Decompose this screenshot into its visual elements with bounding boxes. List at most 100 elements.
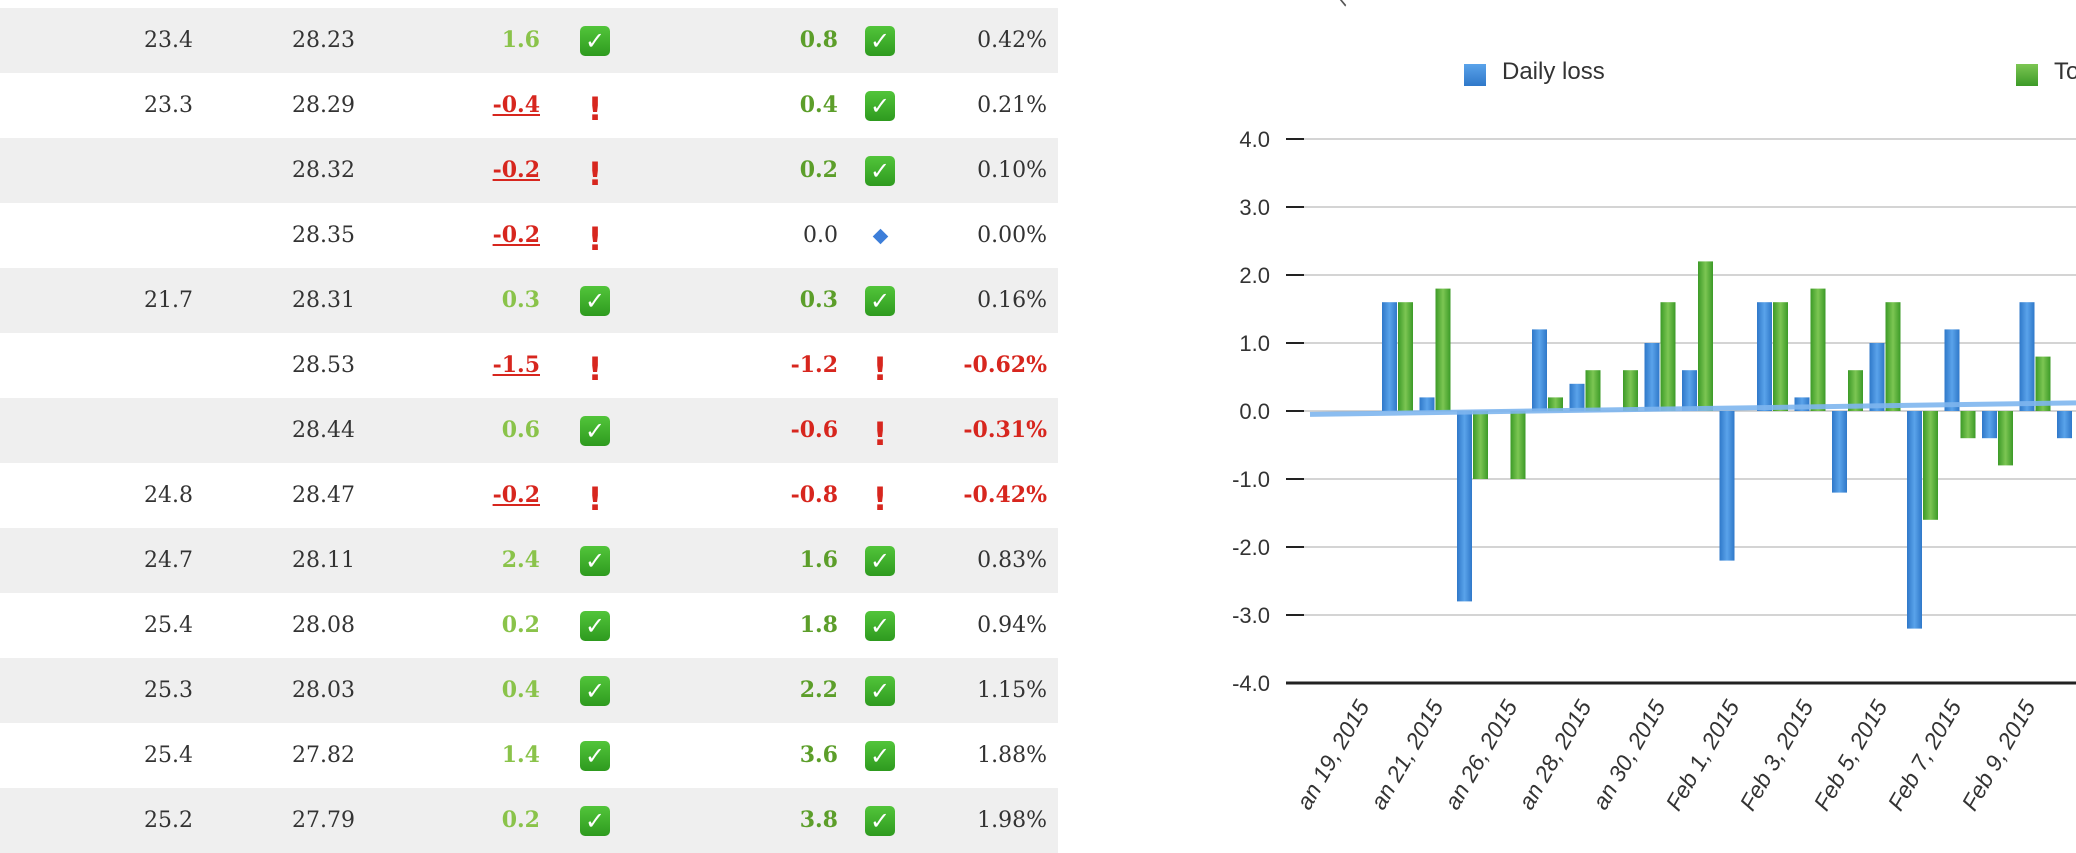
daily-status: !	[575, 333, 615, 398]
legend-swatch-total	[2016, 64, 2038, 86]
x-tick-label: an 30, 2015	[1587, 695, 1670, 813]
y-tick-label: -2.0	[1232, 535, 1270, 560]
trend-cell: 28.44	[292, 418, 355, 443]
total-bar	[1923, 411, 1938, 520]
daily-change-cell: 0.4	[501, 677, 540, 703]
exclamation-icon: !	[872, 415, 888, 453]
daily-loss-bar	[2057, 411, 2072, 439]
percent-cell: -0.62%	[963, 352, 1047, 378]
trend-cell: 27.82	[292, 743, 355, 768]
x-tick-label: Feb 9, 2015	[1956, 695, 2040, 814]
check-icon: ✓	[580, 741, 610, 771]
total-change-cell: -0.8	[790, 482, 838, 508]
daily-status: !	[575, 73, 615, 138]
daily-status: ✓	[575, 658, 615, 723]
weight-cell: 25.4	[144, 613, 193, 638]
table-row: 25.3 28.03 0.4 ✓ 2.2 ✓ 1.15%	[0, 658, 1058, 723]
chart-plot: 4.0 3.0 2.0 1.0 0.0 -1.0 -2.0 -3.0 -4.0 an 19, 20…	[1232, 127, 2076, 814]
x-tick-label: Feb 3, 2015	[1734, 695, 1818, 814]
total-bar	[2035, 356, 2051, 411]
x-tick-label: an 28, 2015	[1513, 695, 1596, 813]
total-status: ✓	[860, 593, 900, 658]
total-change-cell: 0.0	[803, 223, 838, 248]
daily-loss-bar	[1644, 343, 1660, 411]
exclamation-icon: !	[872, 350, 888, 388]
table-row: 25.4 27.82 1.4 ✓ 3.6 ✓ 1.88%	[0, 723, 1058, 788]
x-tick-label: Feb 7, 2015	[1882, 695, 1966, 814]
daily-change-cell: 0.6	[501, 417, 540, 443]
daily-change-cell: -0.2	[492, 482, 540, 508]
total-status: !	[860, 333, 900, 398]
y-tick-label: -3.0	[1232, 603, 1270, 628]
total-change-cell: 3.8	[799, 807, 838, 833]
exclamation-icon: !	[587, 90, 603, 128]
daily-change-cell: -0.2	[492, 222, 540, 248]
daily-change-cell: -0.4	[492, 92, 540, 118]
daily-status: ✓	[575, 268, 615, 333]
weight-cell	[0, 398, 193, 463]
daily-status: !	[575, 138, 615, 203]
daily-loss-bar	[1982, 411, 1997, 439]
check-icon: ✓	[580, 26, 610, 56]
exclamation-icon: !	[587, 155, 603, 193]
total-change-cell: 1.6	[799, 547, 838, 573]
daily-status: !	[575, 463, 615, 528]
percent-cell: 0.00%	[977, 223, 1047, 248]
total-change-cell: -0.6	[790, 417, 838, 443]
check-icon: ✓	[865, 741, 895, 771]
daily-change-cell: 1.4	[501, 742, 540, 768]
weight-cell: 25.4	[144, 743, 193, 768]
check-icon: ✓	[580, 806, 610, 836]
total-bar	[1473, 411, 1488, 479]
daily-loss-bar	[1757, 302, 1772, 411]
total-status: !	[860, 398, 900, 463]
table-row: 28.35 -0.2! 0.0 0.00%	[0, 203, 1058, 268]
total-bar	[1548, 397, 1563, 411]
trend-cell: 28.23	[292, 28, 355, 53]
trend-cell: 28.31	[292, 288, 355, 313]
check-icon: ✓	[865, 611, 895, 641]
daily-loss-bar	[1682, 370, 1697, 411]
weight-cell: 25.3	[144, 678, 193, 703]
total-change-cell: 3.6	[799, 742, 838, 768]
total-bar	[1510, 411, 1526, 479]
daily-change-cell: 0.2	[501, 612, 540, 638]
trend-cell: 28.32	[292, 158, 355, 183]
weight-cell	[0, 138, 193, 203]
trend-cell: 28.35	[292, 223, 355, 248]
trend-cell: 28.29	[292, 93, 355, 118]
x-tick-label: Feb 5, 2015	[1808, 695, 1892, 814]
percent-cell: 0.83%	[977, 548, 1047, 573]
daily-change-cell: 2.4	[501, 547, 540, 573]
exclamation-icon: !	[587, 220, 603, 258]
check-icon: ✓	[865, 546, 895, 576]
x-tick-label: an 26, 2015	[1439, 695, 1522, 813]
y-tick-label: -1.0	[1232, 467, 1270, 492]
daily-loss-bar	[1457, 411, 1472, 602]
percent-cell: -0.42%	[963, 482, 1047, 508]
exclamation-icon: !	[872, 480, 888, 518]
total-bar	[1810, 288, 1826, 411]
daily-status: ✓	[575, 528, 615, 593]
total-bar	[1398, 302, 1413, 411]
total-status: ✓	[860, 268, 900, 333]
weight-log-table: 23.4 28.23 1.6 ✓ 0.8 ✓ 0.42% 23.3 28.29 -0.4! 0.4 ✓…	[0, 0, 1060, 853]
daily-loss-bar	[1832, 411, 1847, 493]
total-change-cell: 0.2	[799, 157, 838, 183]
daily-loss-bar	[2019, 302, 2035, 411]
total-status: ✓	[860, 8, 900, 73]
percent-cell: 1.88%	[977, 743, 1047, 768]
total-status: !	[860, 463, 900, 528]
trend-cell: 28.08	[292, 613, 355, 638]
weight-cell	[0, 333, 193, 398]
percent-cell: 0.94%	[977, 613, 1047, 638]
percent-cell: 0.21%	[977, 93, 1047, 118]
trend-cell: 28.11	[292, 548, 355, 573]
trend-cell: 27.79	[292, 808, 355, 833]
legend-label-daily: Daily loss	[1502, 58, 1605, 85]
x-tick-label: an 21, 2015	[1365, 695, 1448, 813]
trend-cell: 28.03	[292, 678, 355, 703]
table-row: 25.4 28.08 0.2 ✓ 1.8 ✓ 0.94%	[0, 593, 1058, 658]
y-tick-label: 3.0	[1239, 195, 1270, 220]
percent-cell: 0.42%	[977, 28, 1047, 53]
